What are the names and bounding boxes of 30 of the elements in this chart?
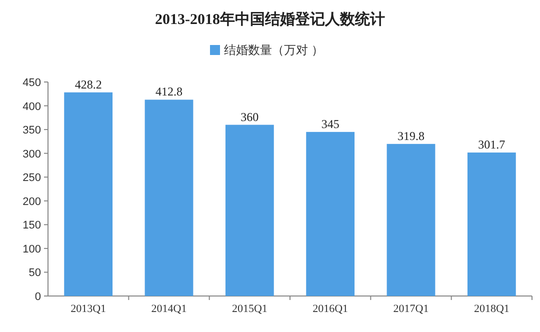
y-tick-label: 0	[34, 291, 41, 303]
data-label: 301.7	[478, 138, 506, 152]
x-tick-label: 2018Q1	[474, 303, 510, 315]
chart-title: 2013-2018年中国结婚登记人数统计	[155, 11, 385, 28]
bar	[144, 100, 194, 296]
legend-label: 结婚数量（万对 ）	[224, 43, 324, 57]
bar	[386, 144, 436, 296]
data-label: 345	[321, 116, 340, 131]
bar	[467, 152, 516, 296]
x-tick-label: 2013Q1	[70, 303, 106, 315]
y-tick-label: 250	[22, 172, 41, 184]
y-tick-label: 200	[22, 196, 41, 208]
data-label: 319.8	[398, 128, 424, 143]
x-tick-label: 2017Q1	[393, 303, 429, 315]
bar	[306, 132, 355, 296]
y-tick-label: 100	[22, 243, 41, 256]
y-tick-label: 150	[22, 220, 41, 232]
y-tick-label: 50	[28, 267, 41, 280]
x-tick-label: 2015Q1	[232, 303, 268, 315]
data-label: 360	[240, 110, 259, 124]
y-tick-label: 400	[22, 100, 41, 113]
y-tick-label: 300	[22, 148, 41, 160]
x-tick-label: 2014Q1	[151, 303, 187, 315]
bar	[64, 92, 113, 296]
y-tick-label: 350	[22, 124, 41, 137]
x-tick-label: 2016Q1	[312, 303, 348, 315]
data-label: 412.8	[156, 84, 182, 99]
bar	[225, 124, 274, 296]
y-tick-label: 450	[22, 77, 41, 89]
data-label: 428.2	[74, 77, 102, 92]
